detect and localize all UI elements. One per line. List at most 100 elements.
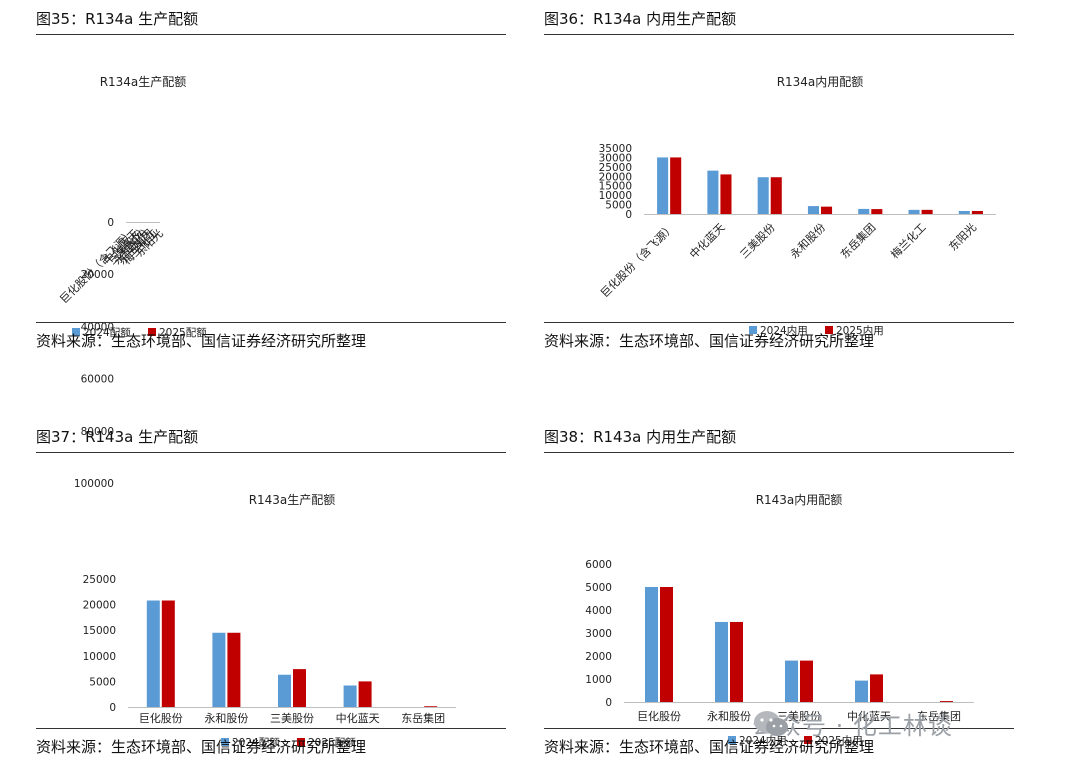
- y-tick-label: 0: [625, 209, 632, 221]
- source-note: 资料来源：生态环境部、国信证券经济研究所整理: [544, 322, 1014, 351]
- y-tick-label: 10000: [83, 651, 116, 663]
- bar-2025: [424, 706, 438, 707]
- legend-swatch: [749, 326, 757, 334]
- legend-swatch: [221, 738, 229, 746]
- bar-2024: [785, 660, 798, 702]
- y-tick-label: 0: [109, 702, 116, 714]
- legend-swatch: [148, 328, 156, 336]
- bar-2025: [358, 681, 372, 707]
- figure-title: 图37：R143a 生产配额: [36, 426, 506, 453]
- legend-label: 2024内用: [760, 324, 808, 337]
- chart-title: R143a内用配额: [756, 493, 843, 507]
- y-tick-label: 5000: [585, 582, 612, 594]
- bar-2024: [278, 674, 291, 707]
- y-tick-label: 15000: [599, 181, 632, 193]
- figure-panel-35: 图35：R134a 生产配额 R134a生产配额 0 20000 40000 60000…: [36, 8, 506, 490]
- y-tick-label: 100000: [74, 478, 114, 490]
- watermark: 公众号 · 化工林谈: [752, 706, 953, 741]
- bar-2025: [161, 600, 175, 707]
- x-tick-label: 梅兰化工: [888, 220, 929, 261]
- legend-label: 2024内用: [739, 734, 787, 747]
- bar-2025: [720, 174, 732, 214]
- x-tick-label: 中化蓝天: [847, 709, 891, 723]
- bar-2024: [908, 209, 920, 214]
- legend-label: 2024配额: [83, 326, 131, 339]
- x-tick-label: 东阳光: [946, 220, 979, 253]
- bar-2025: [660, 587, 673, 702]
- legend-label: 2025内用: [836, 324, 884, 337]
- bar-2025: [293, 669, 306, 707]
- y-tick-label: 5000: [89, 676, 116, 688]
- bar-2025: [730, 621, 743, 702]
- x-tick-label: 永和股份: [707, 709, 751, 723]
- y-tick-label: 60000: [81, 374, 114, 386]
- y-tick-label: 20000: [81, 269, 114, 281]
- bar-2024: [807, 206, 819, 214]
- bar-2024: [958, 210, 970, 214]
- bar-2024: [645, 587, 658, 702]
- x-tick-label: 东岳集团: [917, 709, 961, 723]
- chart-title: R143a生产配额: [249, 493, 336, 507]
- bar-2024: [858, 208, 870, 214]
- y-tick-label: 10000: [599, 190, 632, 202]
- x-tick-label: 中化蓝天: [687, 220, 728, 261]
- legend-swatch: [728, 736, 736, 744]
- y-tick-label: 15000: [83, 625, 116, 637]
- x-tick-label: 巨化股份: [139, 711, 183, 725]
- wechat-icon: [754, 710, 788, 736]
- y-tick-label: 20000: [599, 171, 632, 183]
- y-tick-label: 25000: [599, 162, 632, 174]
- y-tick-label: 20000: [83, 600, 116, 612]
- bar-2025: [227, 632, 241, 707]
- bar-2025: [871, 209, 883, 214]
- y-tick-label: 3000: [585, 628, 612, 640]
- x-tick-label: 东岳集团: [401, 711, 445, 725]
- y-tick-label: 25000: [83, 574, 116, 586]
- y-tick-label: 30000: [599, 152, 632, 164]
- bar-2024: [757, 177, 769, 214]
- bar-2024: [855, 680, 868, 702]
- bar-2025: [921, 209, 933, 214]
- chart-title: R134a生产配额: [100, 75, 187, 89]
- legend-swatch: [72, 328, 80, 336]
- chart-title: R134a内用配额: [777, 75, 864, 89]
- bar-2025: [670, 157, 682, 214]
- x-tick-label: 中化蓝天: [336, 711, 380, 725]
- legend-label: 2025配额: [159, 326, 207, 339]
- x-tick-label: 三美股份: [738, 221, 778, 261]
- source-note: 资料来源：生态环境部、国信证券经济研究所整理: [36, 322, 506, 351]
- x-tick-label: 永和股份: [204, 711, 248, 725]
- legend-label: 2024配额: [232, 736, 280, 749]
- y-tick-label: 5000: [605, 200, 632, 212]
- bar-2024: [343, 685, 357, 707]
- bar-2024: [715, 621, 728, 702]
- y-tick-label: 40000: [81, 321, 114, 333]
- x-tick-label: 三美股份: [777, 710, 821, 723]
- y-tick-label: 6000: [585, 559, 612, 571]
- legend-swatch: [825, 326, 833, 334]
- bar-2025: [971, 210, 983, 214]
- bar-2024: [707, 170, 719, 214]
- y-tick-label: 4000: [585, 605, 612, 617]
- x-tick-label: 三美股份: [270, 712, 314, 725]
- chart-r134a-production-quota: R134a生产配额020000400006000080000100000巨化股份…: [57, 75, 208, 490]
- bar-2025: [870, 674, 883, 702]
- bar-2024: [146, 600, 160, 707]
- figure-title: 图36：R134a 内用生产配额: [544, 8, 1014, 35]
- y-tick-label: 2000: [585, 651, 612, 663]
- chart-r134a-domestic-quota: R134a内用配额 0500010000150002000025000300003…: [597, 75, 996, 337]
- x-tick-label: 巨化股份: [637, 709, 681, 723]
- x-tick-label: 巨化股份（含飞源）: [597, 220, 677, 300]
- bar-2025: [821, 206, 833, 214]
- figure-title: 图35：R134a 生产配额: [36, 8, 506, 35]
- chart-r143a-domestic-quota: R143a内用配额 0 1000 2000 3000 4000 5000 6000 巨化股份 永和…: [585, 493, 974, 747]
- figure-panel-38: 图38：R143a 内用生产配额 R143a内用配额 0 1000 2000 3000 4…: [544, 426, 1014, 766]
- x-tick-label: 永和股份: [787, 220, 828, 261]
- y-tick-label: 0: [107, 217, 114, 229]
- bar-2025: [770, 177, 782, 214]
- bar-2024: [212, 632, 226, 707]
- x-tick-label: 东岳集团: [837, 220, 878, 261]
- chart-r143a-production-quota: R143a生产配额 0 5000 10000 15000 20000 25000 巨化股份 永和…: [83, 493, 456, 749]
- figure-panel-36: 图36：R134a 内用生产配额 R134a内用配额 0 5000 10000 1500…: [544, 8, 1014, 358]
- y-tick-label: 0: [605, 697, 612, 709]
